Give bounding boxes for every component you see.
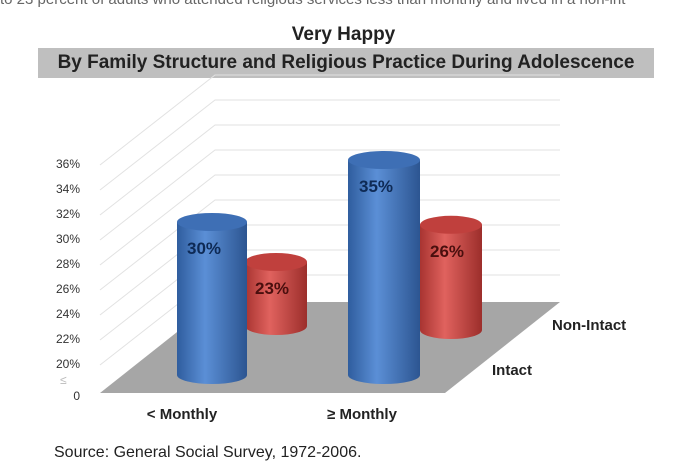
- y-tick-label: 28%: [56, 257, 80, 271]
- data-label: 26%: [430, 242, 464, 261]
- bar-cylinder: [348, 160, 420, 384]
- axis-break-mark: ≤: [60, 373, 67, 387]
- gridline: [99, 199, 560, 291]
- y-tick-label: 22%: [56, 332, 80, 346]
- gridline: [99, 124, 560, 216]
- series-label: Non-Intact: [552, 317, 626, 334]
- gridline: [99, 149, 560, 241]
- gridline: [99, 99, 560, 191]
- bar-top: [420, 215, 482, 234]
- context-text: to 23 percent of adults who attended rel…: [0, 0, 625, 8]
- gridline: [99, 74, 560, 166]
- chart-subtitle: By Family Structure and Religious Practi…: [38, 48, 654, 78]
- category-label: ≥ Monthly: [327, 406, 398, 423]
- bar-top: [245, 253, 307, 271]
- chart: 0 20% 22% 24% 26% 28% 30% 32% 34% 36% 23% 26% 30% 35…: [56, 74, 626, 423]
- y-tick-label: 20%: [56, 357, 80, 371]
- y-tick-label: 0: [73, 389, 80, 403]
- gridline: [99, 174, 560, 266]
- y-tick-label: 32%: [56, 207, 80, 221]
- y-tick-label: 24%: [56, 307, 80, 321]
- y-tick-label: 26%: [56, 282, 80, 296]
- series-label: Intact: [492, 362, 532, 379]
- bar-cylinder: [177, 222, 247, 384]
- y-tick-label: 30%: [56, 232, 80, 246]
- gridline: [99, 224, 560, 316]
- bar-top: [177, 213, 247, 231]
- y-tick-label: 34%: [56, 182, 80, 196]
- chart-floor: [100, 302, 560, 393]
- bar-top: [348, 151, 420, 169]
- category-label: < Monthly: [147, 406, 218, 423]
- y-tick-label: 36%: [56, 157, 80, 171]
- bar-cylinder: [420, 224, 482, 339]
- data-label: 30%: [187, 239, 221, 258]
- data-label: 35%: [359, 177, 393, 196]
- data-label: 23%: [255, 279, 289, 298]
- source-note: Source: General Social Survey, 1972-2006…: [54, 444, 362, 461]
- bar-cylinder: [245, 262, 307, 335]
- chart-title: Very Happy: [291, 24, 396, 45]
